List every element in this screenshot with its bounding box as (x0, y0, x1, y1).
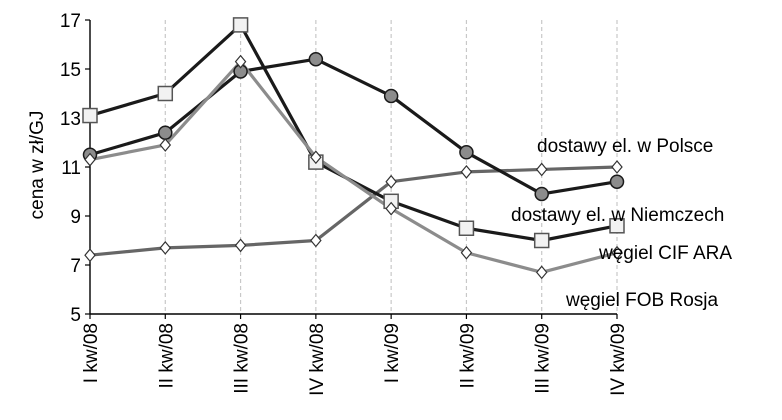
data-point (84, 248, 96, 263)
y-tick-label: 9 (70, 207, 81, 228)
data-point (460, 245, 473, 260)
data-point (535, 265, 548, 280)
series-line (89, 57, 618, 196)
data-point (459, 145, 474, 160)
data-point (609, 174, 625, 189)
data-point (234, 54, 247, 69)
annotation-dostawy-niemczech: dostawy el. w Niemczech (511, 205, 724, 226)
data-point (158, 125, 173, 140)
data-point (308, 51, 324, 67)
series-markers (82, 17, 625, 280)
data-point (611, 160, 623, 174)
annotation-dostawy-polsce: dostawy el. w Polsce (537, 136, 713, 157)
data-point (385, 174, 397, 189)
data-point (458, 220, 475, 236)
data-point (159, 240, 172, 255)
series-lines (89, 23, 618, 274)
x-tick-label: IV kw/09 (608, 323, 629, 396)
annotations: dostawy el. w Polsce dostawy el. w Niemc… (511, 136, 732, 311)
x-tick-label: III kw/09 (533, 323, 554, 394)
data-point (385, 201, 397, 216)
y-axis-title: cena w zł/GJ (27, 111, 48, 220)
series-line (89, 60, 618, 274)
y-tick-label: 15 (60, 60, 81, 81)
x-axis-ticks: I kw/08 II kw/08 III kw/08 IV kw/08 I kw/09 I… (81, 314, 629, 396)
annotation-cif-ara: węgiel CIF ARA (598, 243, 732, 264)
data-point (234, 238, 247, 253)
data-point (310, 233, 322, 248)
data-point (157, 85, 174, 102)
y-tick-label: 7 (70, 256, 81, 277)
y-tick-label: 5 (70, 305, 81, 326)
data-point (534, 186, 549, 202)
x-tick-label: II kw/09 (457, 323, 478, 388)
data-point (460, 164, 473, 179)
data-point (383, 88, 399, 104)
data-point (535, 162, 548, 177)
y-tick-label: 13 (60, 109, 81, 130)
data-point (84, 152, 96, 167)
x-tick-label: IV kw/08 (307, 323, 328, 396)
data-point (82, 107, 98, 124)
x-tick-label: I kw/08 (81, 323, 102, 383)
x-tick-label: III kw/08 (232, 323, 253, 394)
annotation-fob-rosja: węgiel FOB Rosja (565, 290, 718, 311)
x-tick-label: II kw/08 (156, 323, 177, 388)
x-tick-label: I kw/09 (382, 323, 403, 383)
y-axis-ticks: 5 7 9 11 13 15 17 (60, 11, 90, 326)
data-point (310, 150, 322, 165)
data-point (609, 218, 625, 234)
series-line (89, 165, 618, 257)
data-point (533, 232, 550, 249)
data-point (159, 138, 172, 152)
y-tick-label: 17 (60, 11, 81, 32)
y-tick-label: 11 (61, 158, 81, 179)
data-point (232, 17, 249, 33)
data-point (611, 245, 623, 260)
